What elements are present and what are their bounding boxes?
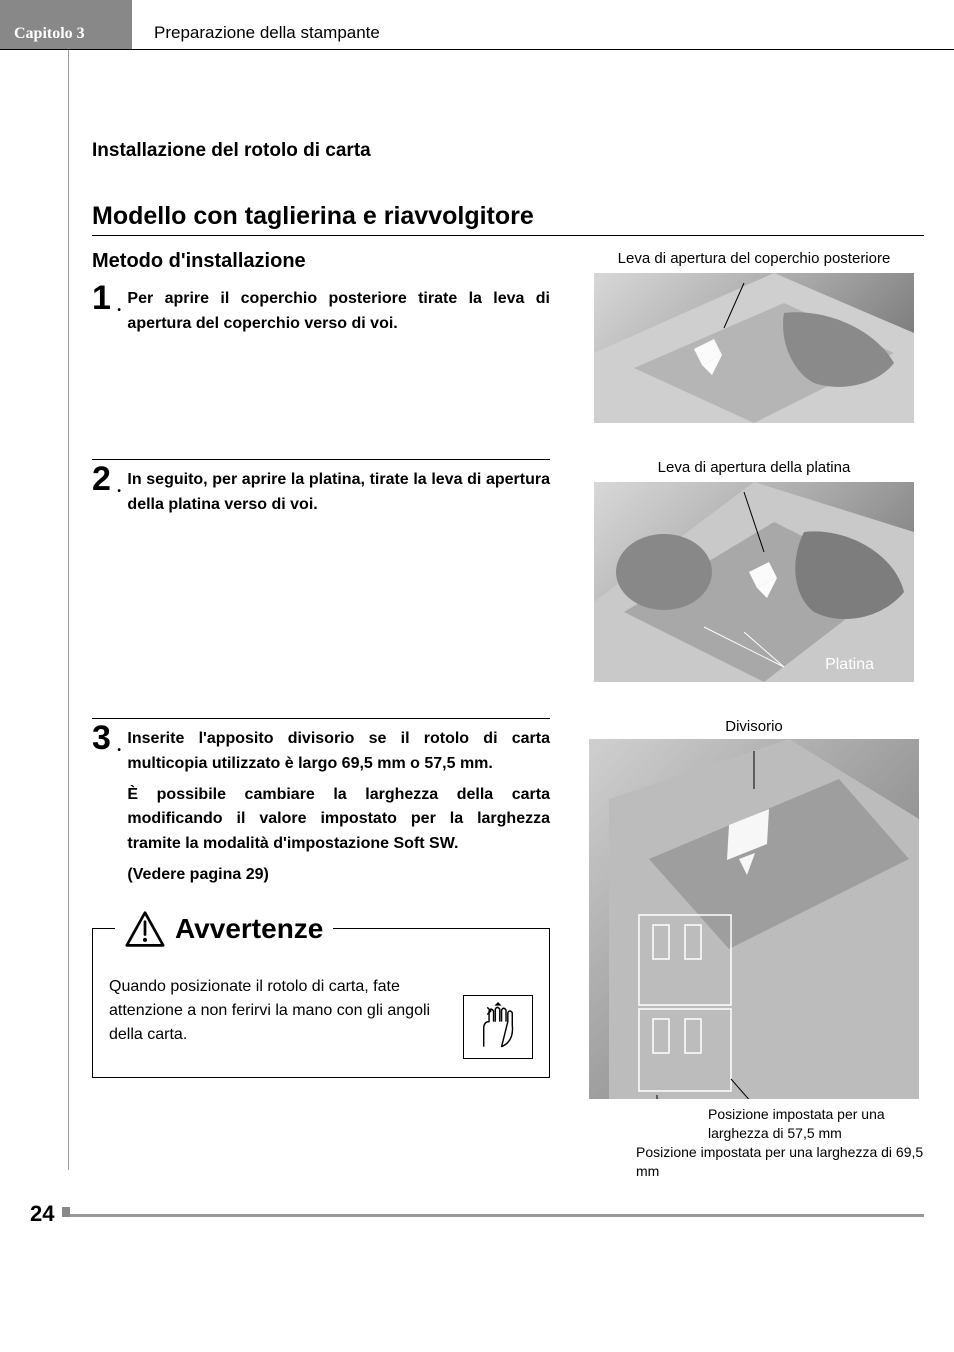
- step-1-number: 1: [92, 281, 111, 315]
- row-1: Metodo d'installazione 1 . Per aprire il…: [92, 250, 924, 431]
- step-2-number: 2: [92, 462, 111, 496]
- warning-text: Quando posizionate il rotolo di carta, f…: [109, 975, 451, 1047]
- fig1-illustration: [594, 273, 914, 423]
- fig1-caption: Leva di apertura del coperchio posterior…: [584, 250, 924, 267]
- step-1-text: Per aprire il coperchio posteriore tirat…: [127, 281, 550, 337]
- step-3-dot: .: [117, 735, 122, 756]
- fig3-photo: [589, 739, 919, 1099]
- col-left-3: 3 . Inserite l'apposito divisorio se il …: [92, 718, 550, 1078]
- warning-body: Quando posizionate il rotolo di carta, f…: [109, 975, 533, 1059]
- header-title: Preparazione della stampante: [132, 0, 380, 49]
- page-number: 24: [30, 1201, 54, 1227]
- warning-box: Avvertenze Quando posizionate il rotolo …: [92, 928, 550, 1078]
- col-right-3: Divisorio: [584, 718, 924, 1181]
- step-3-number: 3: [92, 721, 111, 755]
- col-left-1: Metodo d'installazione 1 . Per aprire il…: [92, 250, 550, 431]
- step-1-dot: .: [117, 295, 122, 316]
- warning-triangle-icon: [125, 909, 165, 949]
- step-3-sub1: È possibile cambiare la larghezza della …: [127, 783, 550, 857]
- warning-header: Avvertenze: [115, 909, 333, 949]
- fig2-photo: Platina: [594, 482, 914, 682]
- model-title: Modello con taglierina e riavvolgitore: [92, 202, 924, 236]
- method-title: Metodo d'installazione: [92, 250, 550, 273]
- step-2-dot: .: [117, 476, 122, 497]
- fig3-illustration: [589, 739, 919, 1099]
- footer-rule: [62, 1214, 924, 1217]
- row-3: 3 . Inserite l'apposito divisorio se il …: [92, 718, 924, 1181]
- step-2-text: In seguito, per aprire la platina, tirat…: [127, 462, 550, 518]
- chapter-tab: Capitolo 3: [0, 0, 132, 49]
- step-1: 1 . Per aprire il coperchio posteriore t…: [92, 281, 550, 337]
- hand-injury-icon: [463, 995, 533, 1059]
- header-bar: Capitolo 3 Preparazione della stampante: [0, 0, 954, 50]
- row-2: 2 . In seguito, per aprire la platina, t…: [92, 459, 924, 690]
- fig2-caption: Leva di apertura della platina: [584, 459, 924, 476]
- fig3-caption-block: Posizione impostata per una larghezza di…: [636, 1105, 924, 1181]
- fig3-caption: Divisorio: [584, 718, 924, 735]
- pos-caption-695: Posizione impostata per una larghezza di…: [636, 1143, 924, 1181]
- step-3-text: Inserite l'apposito divisorio se il roto…: [127, 721, 550, 888]
- pos-caption-575: Posizione impostata per una larghezza di…: [708, 1105, 924, 1143]
- footer-tick: [62, 1207, 70, 1217]
- vertical-rule: [68, 50, 69, 1170]
- section-title: Installazione del rotolo di carta: [92, 140, 924, 162]
- step-3-sub2: (Vedere pagina 29): [127, 863, 550, 888]
- warning-title: Avvertenze: [175, 913, 323, 945]
- col-right-2: Leva di apertura della platina Platina: [584, 459, 924, 690]
- step-3-main: Inserite l'apposito divisorio se il roto…: [127, 730, 550, 772]
- col-left-2: 2 . In seguito, per aprire la platina, t…: [92, 459, 550, 690]
- step-2: 2 . In seguito, per aprire la platina, t…: [92, 459, 550, 518]
- step-3: 3 . Inserite l'apposito divisorio se il …: [92, 718, 550, 888]
- fig2-illustration: [594, 482, 914, 682]
- col-right-1: Leva di apertura del coperchio posterior…: [584, 250, 924, 431]
- hand-icon-svg: [471, 1002, 525, 1052]
- fig1-photo: [594, 273, 914, 423]
- page: Capitolo 3 Preparazione della stampante …: [0, 0, 954, 1241]
- fig2-label: Platina: [825, 656, 874, 674]
